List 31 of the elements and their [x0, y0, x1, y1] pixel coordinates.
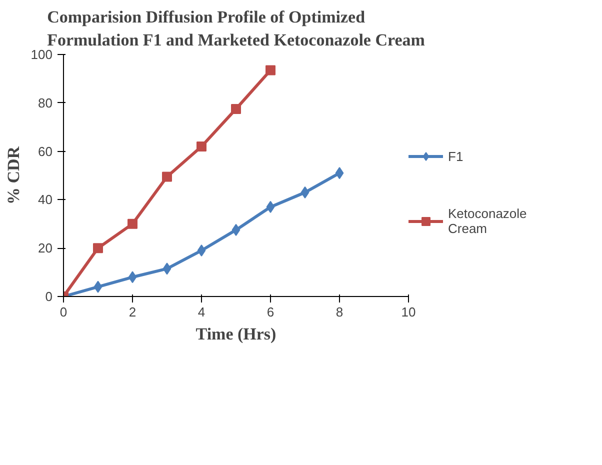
x-tick-label: 6 — [266, 304, 274, 320]
point — [266, 200, 275, 213]
point — [300, 186, 310, 198]
point — [94, 280, 102, 293]
x-axis-title: Time (Hrs) — [196, 324, 276, 344]
x-tick-label: 0 — [60, 304, 68, 320]
point — [197, 244, 206, 257]
point — [162, 172, 172, 182]
point — [231, 104, 241, 114]
point — [232, 224, 240, 236]
legend-label: F1 — [448, 148, 464, 164]
y-tick-label: 100 — [30, 47, 53, 62]
point — [128, 218, 138, 229]
point — [196, 141, 206, 152]
legend-label: Ketoconazole Cream — [448, 206, 527, 236]
y-tick-label: 0 — [45, 289, 53, 304]
point — [128, 271, 137, 284]
y-tick-label: 60 — [38, 144, 53, 159]
point — [93, 243, 103, 254]
x-tick-label: 10 — [401, 304, 416, 320]
chart-title: Comparision Diffusion Profile of Optimized Formulation F1 and Marketed Ketoconazole Cream — [47, 8, 425, 50]
y-tick-label: 80 — [38, 95, 53, 110]
point — [335, 167, 344, 180]
x-tick-label: 8 — [336, 304, 344, 320]
x-tick-label: 4 — [198, 304, 206, 320]
point — [266, 65, 276, 76]
point — [162, 262, 172, 275]
y-tick-label: 20 — [38, 240, 53, 256]
y-axis-title: % CDR — [4, 146, 23, 205]
y-tick-label: 40 — [38, 192, 53, 208]
x-tick-label: 2 — [128, 304, 136, 320]
